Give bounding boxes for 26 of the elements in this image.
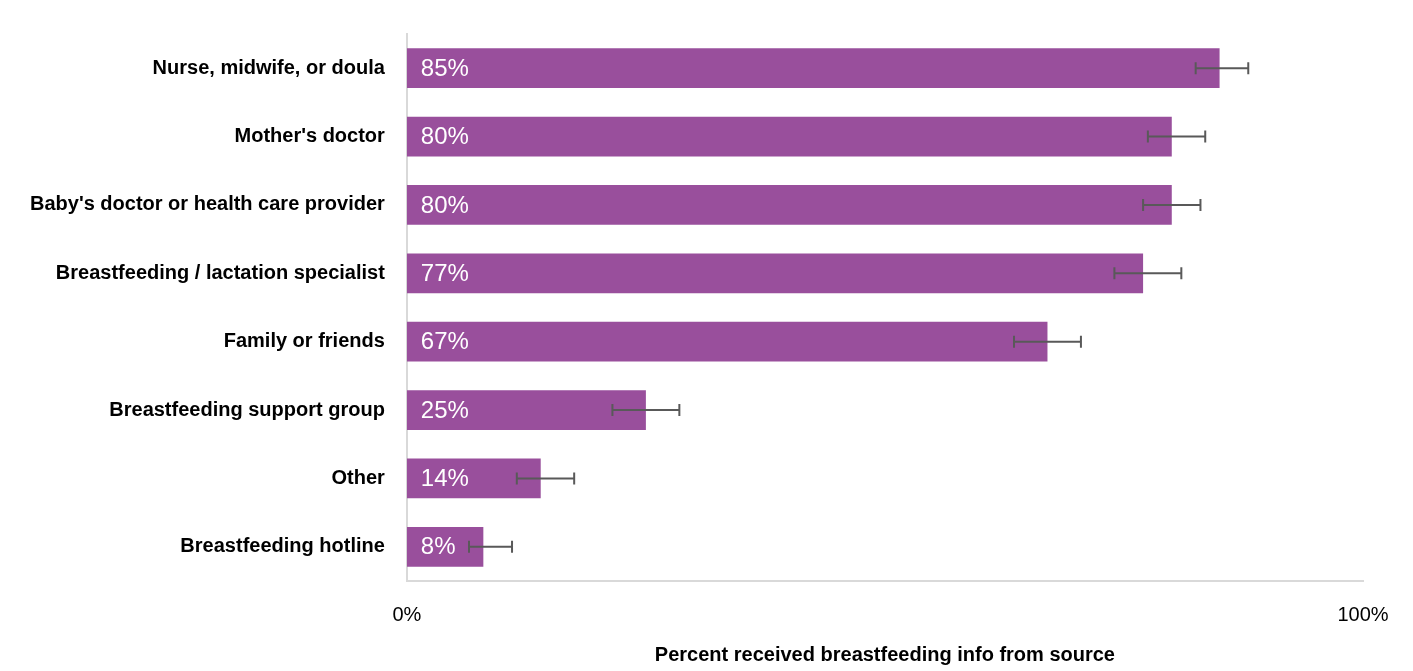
- y-tick-label: Baby's doctor or health care provider: [29, 192, 386, 215]
- y-tick-label: Nurse, midwife, or doula: [152, 55, 386, 78]
- bar: [406, 185, 1172, 225]
- data-label: 85%: [420, 53, 469, 81]
- bar: [406, 321, 1048, 362]
- x-tick-label: 100%: [1337, 602, 1389, 625]
- bar: [406, 116, 1172, 157]
- data-label: 80%: [420, 122, 469, 150]
- data-label: 8%: [420, 532, 456, 560]
- x-axis-title: Percent received breastfeeding info from source: [654, 642, 1115, 665]
- y-tick-label: Breastfeeding hotline: [180, 534, 385, 557]
- data-label: 77%: [420, 258, 469, 286]
- x-tick-label: 0%: [392, 602, 422, 625]
- y-tick-label: Other: [331, 465, 386, 488]
- data-label: 67%: [420, 327, 469, 355]
- data-label: 80%: [420, 190, 469, 218]
- data-label: 25%: [420, 395, 469, 423]
- y-tick-label: Mother's doctor: [234, 124, 386, 147]
- y-tick-label: Breastfeeding / lactation specialist: [55, 260, 386, 283]
- bar: [406, 48, 1220, 89]
- bar: [406, 253, 1144, 294]
- bar: [406, 458, 541, 499]
- bar: [406, 390, 646, 430]
- data-label: 14%: [420, 464, 469, 492]
- y-tick-label: Family or friends: [223, 329, 385, 352]
- y-tick-label: Breastfeeding support group: [109, 397, 385, 420]
